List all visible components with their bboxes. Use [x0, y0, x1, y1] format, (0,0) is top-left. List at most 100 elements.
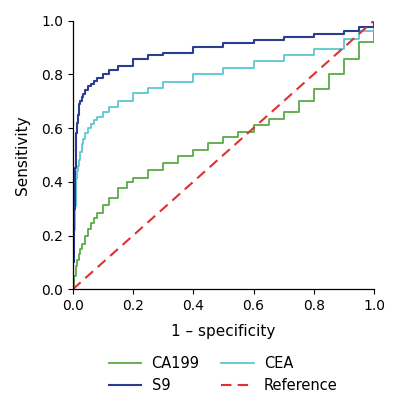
CEA — [88, 121, 93, 126]
S9 — [100, 72, 105, 77]
S9 — [70, 287, 75, 292]
CA199 — [296, 99, 301, 104]
CA199 — [125, 179, 130, 184]
CEA — [221, 65, 226, 70]
S9 — [80, 94, 84, 100]
CA199 — [176, 154, 181, 159]
S9 — [88, 81, 93, 86]
CA199 — [88, 221, 93, 226]
S9 — [372, 18, 376, 23]
CEA — [161, 80, 166, 85]
S9 — [191, 45, 196, 50]
S9 — [116, 64, 120, 69]
CA199 — [131, 175, 136, 180]
CA199 — [94, 210, 99, 215]
CEA — [73, 203, 78, 208]
Line: S9: S9 — [73, 21, 374, 289]
CEA — [70, 287, 75, 292]
CEA — [74, 187, 78, 192]
CA199 — [372, 18, 376, 23]
S9 — [131, 57, 136, 62]
S9 — [92, 79, 96, 84]
CEA — [94, 115, 99, 120]
Y-axis label: Sensitivity: Sensitivity — [15, 115, 30, 195]
CEA — [70, 260, 75, 265]
CEA — [311, 46, 316, 51]
CA199 — [116, 186, 120, 191]
CA199 — [92, 215, 96, 220]
S9 — [106, 68, 111, 73]
CEA — [106, 104, 111, 109]
CEA — [76, 158, 81, 163]
CEA — [281, 53, 286, 58]
S9 — [161, 50, 166, 55]
S9 — [76, 107, 81, 112]
CEA — [100, 109, 105, 114]
S9 — [311, 32, 316, 37]
CEA — [80, 142, 84, 147]
CA199 — [74, 264, 78, 269]
S9 — [74, 131, 79, 136]
CEA — [116, 99, 120, 104]
CA199 — [356, 39, 361, 45]
CEA — [342, 37, 346, 42]
CA199 — [311, 87, 316, 92]
CA199 — [100, 202, 105, 207]
CEA — [78, 150, 83, 155]
CEA — [372, 18, 376, 23]
CEA — [72, 228, 77, 233]
CEA — [251, 58, 256, 63]
CA199 — [191, 147, 196, 152]
CA199 — [78, 247, 83, 252]
CA199 — [82, 233, 87, 238]
S9 — [81, 92, 86, 97]
CA199 — [76, 252, 81, 257]
S9 — [73, 166, 78, 171]
CEA — [76, 163, 81, 168]
CA199 — [206, 140, 211, 145]
CA199 — [80, 241, 84, 246]
CA199 — [161, 160, 166, 165]
CA199 — [70, 287, 75, 292]
S9 — [221, 41, 226, 46]
CA199 — [281, 109, 286, 114]
S9 — [356, 25, 361, 30]
S9 — [82, 88, 87, 93]
CEA — [81, 136, 86, 141]
Line: CA199: CA199 — [73, 21, 374, 289]
CEA — [86, 126, 90, 131]
S9 — [75, 120, 80, 125]
S9 — [94, 76, 99, 81]
S9 — [70, 260, 75, 265]
CA199 — [72, 273, 77, 278]
S9 — [342, 28, 346, 33]
S9 — [146, 53, 150, 58]
S9 — [74, 144, 78, 150]
CA199 — [326, 72, 331, 77]
CA199 — [146, 167, 150, 172]
CEA — [75, 168, 80, 173]
CA199 — [251, 123, 256, 128]
CEA — [131, 91, 136, 96]
CEA — [74, 176, 79, 181]
S9 — [86, 84, 90, 89]
CA199 — [221, 135, 226, 140]
S9 — [77, 101, 82, 106]
CEA — [82, 131, 87, 136]
S9 — [76, 112, 81, 117]
CA199 — [266, 116, 271, 121]
CA199 — [342, 57, 346, 62]
Legend: CA199, S9, CEA, Reference: CA199, S9, CEA, Reference — [109, 356, 338, 393]
CEA — [92, 118, 96, 123]
CA199 — [86, 226, 90, 231]
CEA — [146, 85, 150, 90]
X-axis label: 1 – specificity: 1 – specificity — [171, 324, 276, 339]
S9 — [78, 99, 83, 104]
CA199 — [75, 257, 80, 262]
CEA — [191, 72, 196, 77]
S9 — [251, 37, 256, 42]
S9 — [72, 206, 77, 211]
CEA — [356, 29, 361, 34]
CA199 — [106, 195, 111, 200]
CA199 — [236, 129, 241, 134]
